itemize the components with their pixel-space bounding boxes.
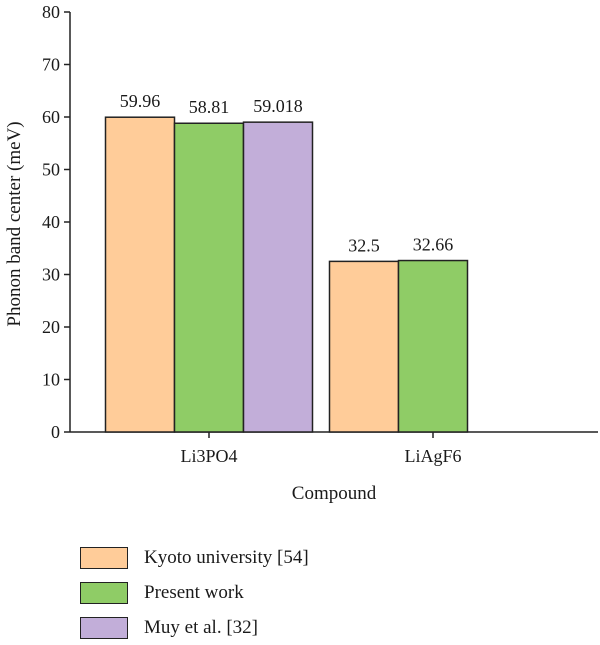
- bar-li3po4-series-1: [173, 122, 245, 433]
- legend-swatch: [80, 581, 128, 604]
- data-label: 32.66: [413, 235, 454, 255]
- legend: Kyoto university [54] Present work Muy et …: [80, 540, 309, 645]
- x-axis-title: Compound: [292, 483, 377, 504]
- legend-item: Muy et al. [32]: [80, 610, 309, 645]
- y-tick-label: 20: [42, 317, 60, 337]
- bar-liagf6-series-1: [397, 259, 469, 433]
- legend-swatch: [80, 616, 128, 639]
- axes: 0 10 20 30 40 50 60 70 80 Li3PO4 LiAgF6: [42, 2, 598, 466]
- y-tick-label: 70: [42, 55, 60, 75]
- data-labels: 59.96 58.81 59.018 32.5 32.66: [120, 91, 454, 255]
- y-tick-label: 40: [42, 212, 60, 232]
- bar-li3po4-series-0: [104, 116, 176, 433]
- bar-liagf6-series-0: [328, 260, 400, 433]
- y-tick-label: 10: [42, 370, 60, 390]
- y-tick-label: 80: [42, 2, 60, 22]
- bar-li3po4-series-2: [242, 121, 314, 433]
- data-label: 58.81: [189, 97, 230, 117]
- data-label: 32.5: [348, 235, 380, 255]
- y-axis-title: Phonon band center (meV): [4, 121, 25, 326]
- y-tick-label: 60: [42, 107, 60, 127]
- bars: [104, 116, 469, 433]
- legend-label: Muy et al. [32]: [144, 616, 258, 638]
- legend-swatch: [80, 546, 128, 569]
- y-tick-label: 30: [42, 265, 60, 285]
- y-tick-label: 0: [51, 422, 60, 442]
- x-tick-label: Li3PO4: [180, 446, 237, 466]
- legend-item: Kyoto university [54]: [80, 540, 309, 575]
- legend-label: Present work: [144, 581, 244, 603]
- bar-chart: 0 10 20 30 40 50 60 70 80 Li3PO4 LiAgF6 59.96 58.81…: [4, 2, 598, 504]
- y-tick-label: 50: [42, 160, 60, 180]
- data-label: 59.018: [253, 96, 303, 116]
- legend-label: Kyoto university [54]: [144, 546, 309, 568]
- legend-item: Present work: [80, 575, 309, 610]
- data-label: 59.96: [120, 91, 161, 111]
- x-tick-label: LiAgF6: [404, 446, 461, 466]
